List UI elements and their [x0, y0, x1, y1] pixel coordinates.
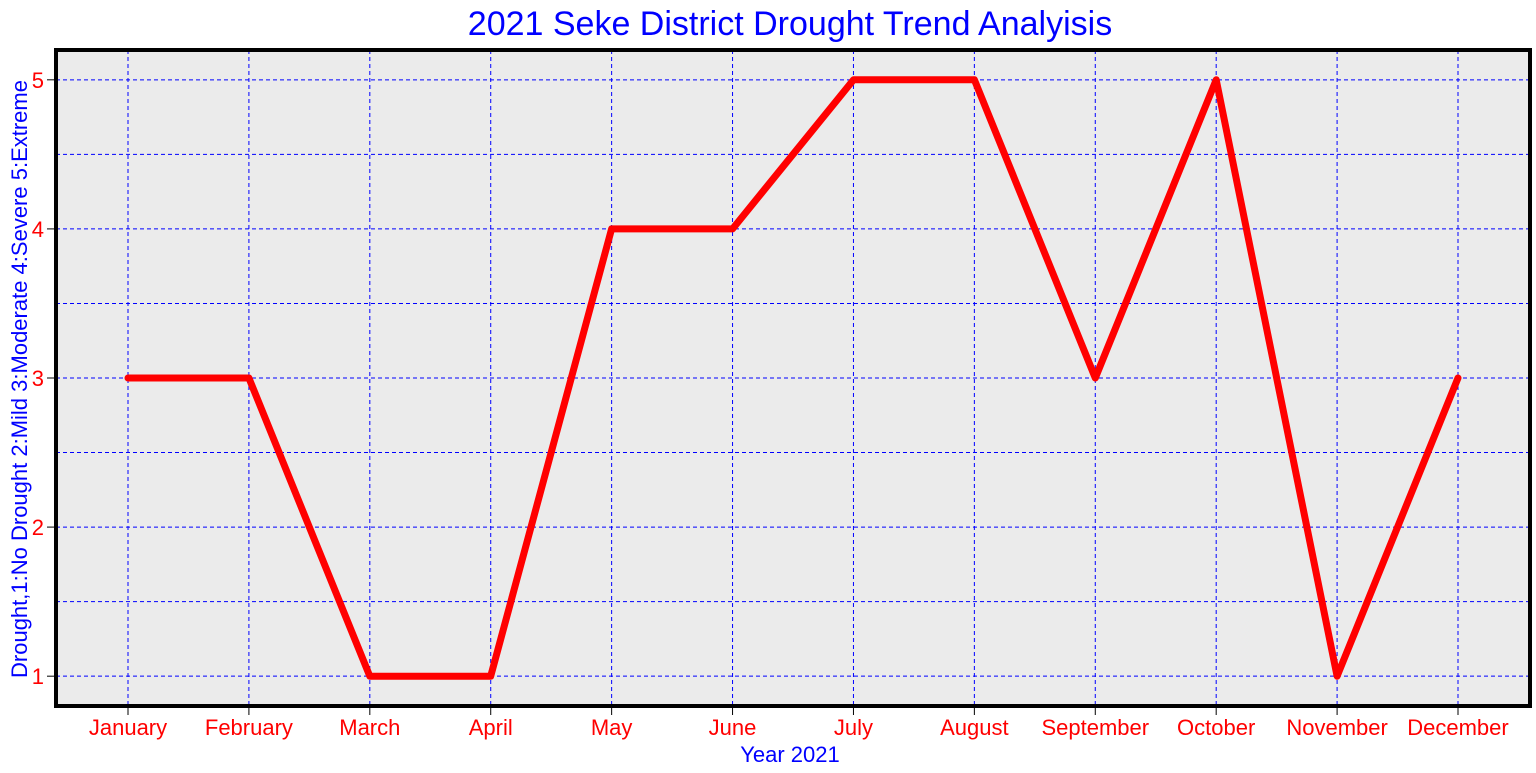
chart-title: 2021 Seke District Drought Trend Analyis…	[468, 5, 1112, 43]
y-tick-label: 3	[32, 366, 44, 391]
x-tick-label: April	[469, 715, 513, 740]
x-tick-label: February	[205, 715, 293, 740]
x-tick-label: October	[1177, 715, 1255, 740]
x-tick-label: May	[591, 715, 633, 740]
y-tick-label: 2	[32, 515, 44, 540]
y-axis-label: Drought,1:No Drought 2:Mild 3:Moderate 4…	[7, 80, 32, 678]
series-line	[124, 76, 1462, 680]
x-tick-label: June	[709, 715, 757, 740]
x-tick-label: March	[339, 715, 400, 740]
x-tick-label: December	[1407, 715, 1508, 740]
x-tick-label: July	[834, 715, 873, 740]
y-tick-label: 1	[32, 664, 44, 689]
x-axis-ticks: January February March April May June July Augu…	[89, 708, 1509, 740]
grid-lines	[56, 50, 1530, 706]
y-tick-label: 4	[32, 217, 44, 242]
x-axis-label: Year 2021	[740, 742, 840, 767]
x-tick-label: September	[1041, 715, 1149, 740]
x-tick-label: November	[1286, 715, 1387, 740]
plot-frame	[54, 48, 1532, 708]
x-tick-label: August	[940, 715, 1009, 740]
x-tick-label: January	[89, 715, 167, 740]
y-tick-label: 5	[32, 68, 44, 93]
y-axis-ticks: 1 2 3 4 5	[32, 68, 54, 689]
